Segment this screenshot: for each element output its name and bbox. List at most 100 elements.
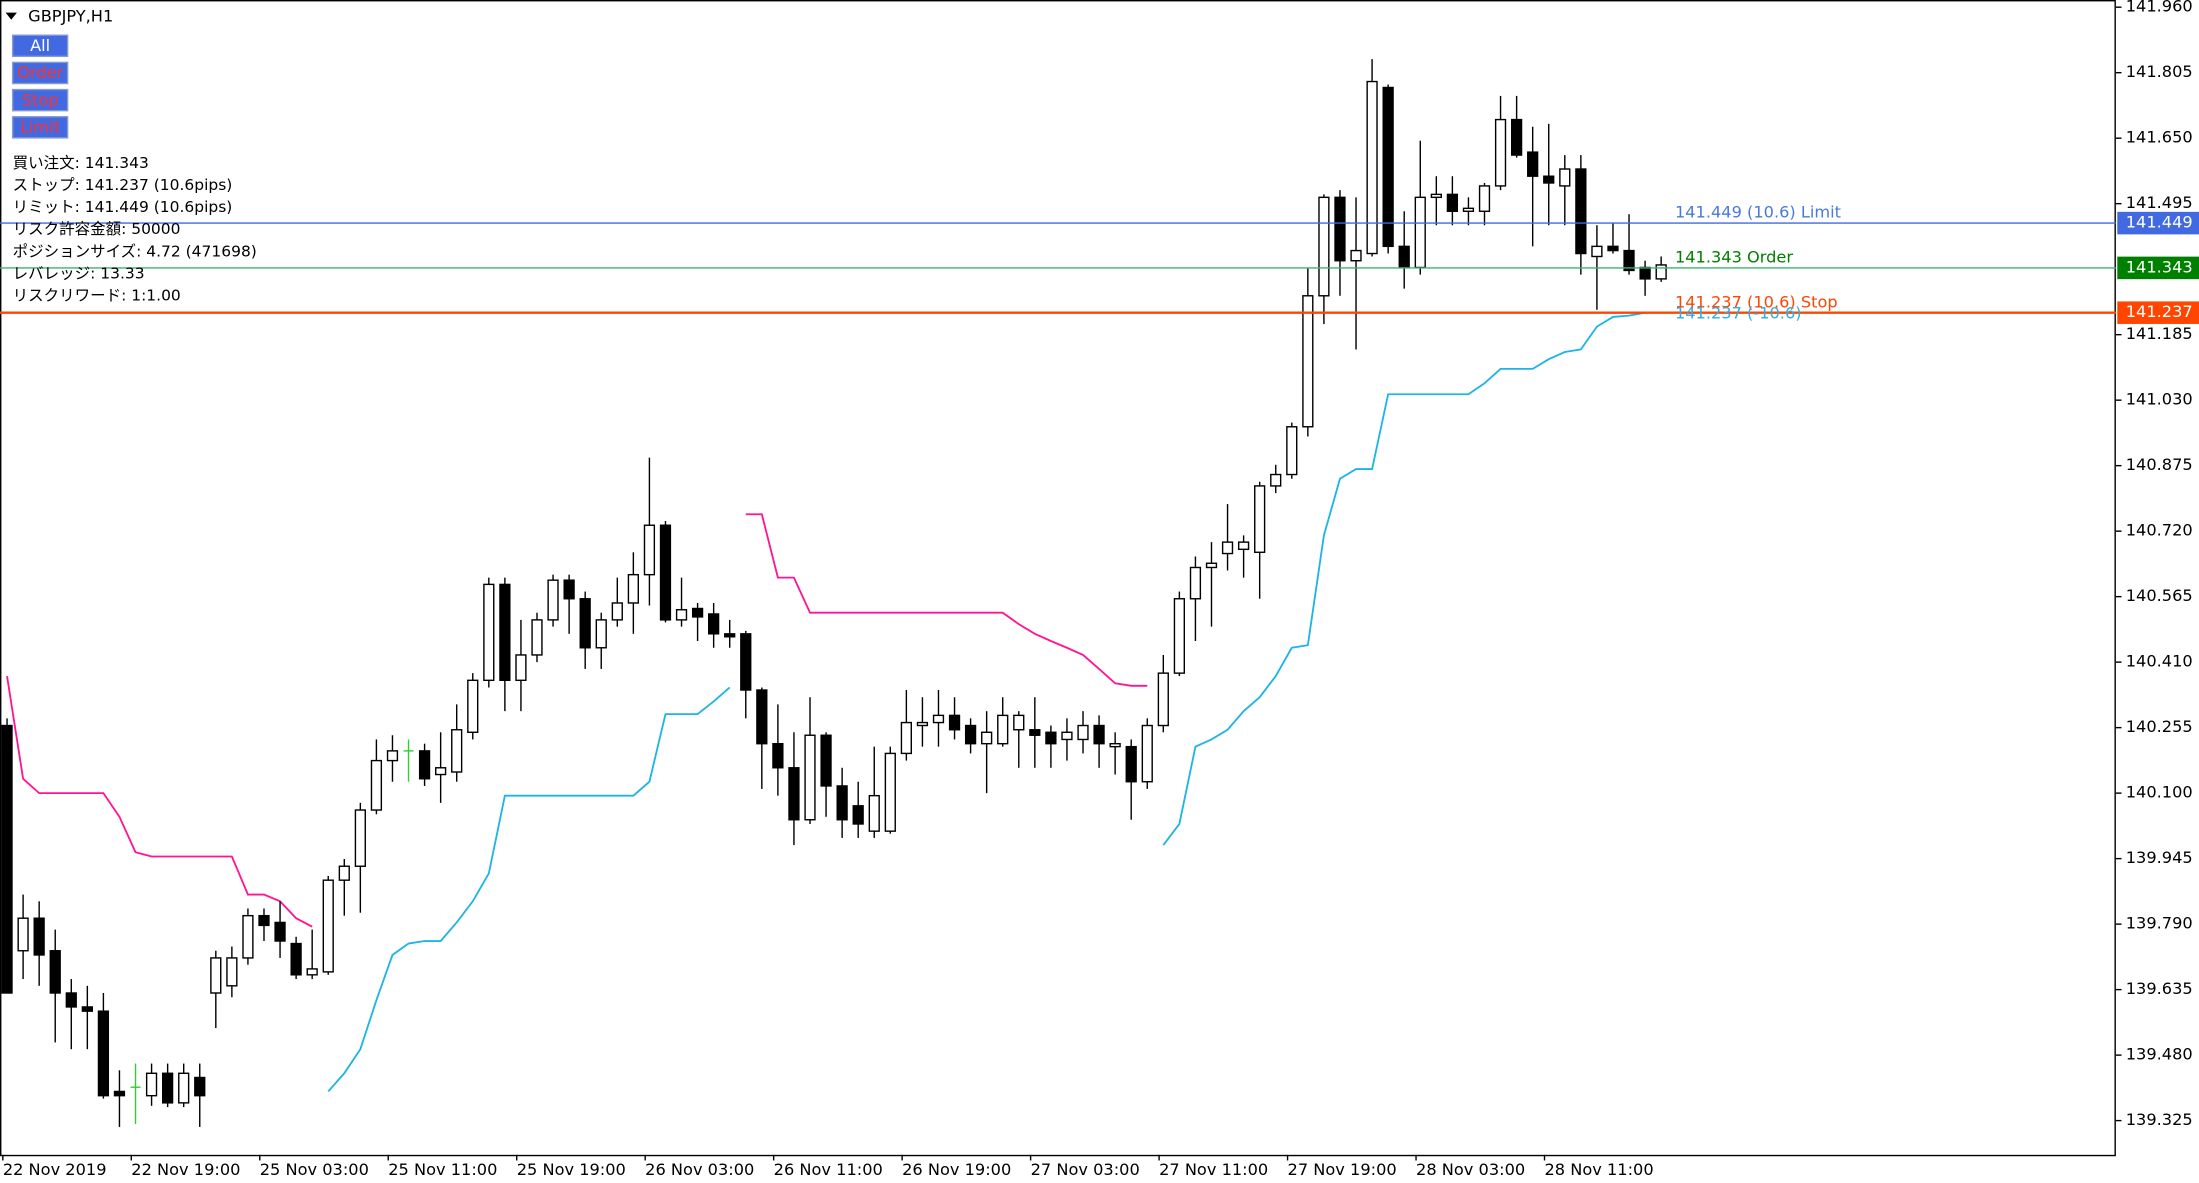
x-tick-label: 26 Nov 03:00: [645, 1160, 754, 1179]
candle-body: [1655, 264, 1667, 280]
candle-body: [1237, 541, 1250, 551]
y-tick-label: 140.255: [2126, 717, 2193, 736]
x-tick-label: 28 Nov 03:00: [1416, 1160, 1525, 1179]
y-tick-label: 139.945: [2126, 848, 2193, 867]
candle-body: [1109, 742, 1121, 748]
info-text: ストップ: 141.237 (10.6pips): [13, 176, 233, 194]
candle-body: [981, 731, 993, 745]
candle-body: [1334, 196, 1346, 262]
candle-body: [1591, 245, 1603, 258]
x-tick-label: 27 Nov 11:00: [1159, 1160, 1268, 1179]
candle-body: [1510, 118, 1523, 156]
candle-body: [1462, 207, 1475, 212]
candle-body: [627, 573, 639, 604]
candle-body: [1286, 426, 1298, 476]
symbol-menu-arrow: [5, 12, 17, 20]
indicator-line: [327, 686, 731, 1093]
candle-body: [788, 767, 800, 821]
candle-body: [1623, 249, 1635, 272]
candle-body: [467, 679, 479, 733]
candle-body: [386, 750, 399, 762]
candle-body: [1543, 175, 1555, 184]
candle-body: [1430, 193, 1442, 199]
candle-body: [1045, 731, 1057, 745]
candle-body: [1093, 724, 1105, 745]
candle-body: [1318, 196, 1330, 297]
info-text: 買い注文: 141.343: [13, 154, 149, 172]
candle-body: [1575, 168, 1587, 255]
candle-body: [1446, 193, 1459, 212]
candle-body: [659, 524, 672, 621]
y-tick-label: 141.495: [2126, 193, 2193, 212]
candle-body: [499, 583, 511, 682]
button-label[interactable]: Order: [17, 63, 63, 82]
candle-body: [290, 942, 302, 976]
info-text: レバレッジ: 13.33: [13, 264, 145, 282]
price-tag: [2117, 301, 2199, 324]
candle-body: [884, 752, 896, 832]
price-tag-label: 141.237: [2126, 302, 2193, 321]
candle-body: [1527, 151, 1539, 177]
button-label[interactable]: Stop: [22, 90, 59, 109]
candle-body: [1013, 714, 1025, 731]
candle-body: [836, 785, 848, 821]
chart-title: GBPJPY,H1: [28, 6, 113, 25]
candle-body: [483, 583, 495, 682]
candle-body: [418, 750, 431, 780]
candle-body: [1639, 266, 1651, 280]
candle-body: [1205, 562, 1218, 569]
candle-body: [964, 724, 977, 745]
candle-body: [1125, 745, 1137, 783]
button[interactable]: [11, 34, 69, 58]
candle-body: [354, 809, 366, 867]
y-tick-label: 140.720: [2126, 521, 2193, 540]
info-text: リスクリワード: 1:1.00: [13, 287, 181, 305]
button[interactable]: [11, 116, 69, 139]
candle-body: [515, 654, 527, 682]
button[interactable]: [11, 61, 69, 85]
candle-body: [451, 729, 463, 773]
candle-body: [1607, 245, 1619, 252]
candle-body: [1061, 731, 1073, 741]
candle-body: [1029, 729, 1041, 736]
candle-body: [1270, 473, 1282, 487]
candle-body: [1414, 196, 1426, 269]
candle-body: [145, 1072, 158, 1097]
candle-body: [49, 950, 61, 994]
indicator-line: [1162, 311, 1662, 846]
x-tick-label: 25 Nov 19:00: [517, 1160, 626, 1179]
x-tick-label: 25 Nov 11:00: [388, 1160, 497, 1179]
info-text: リミット: 141.449 (10.6pips): [13, 198, 233, 216]
candle-body: [1077, 724, 1089, 741]
candle-body: [691, 607, 704, 618]
candle-body: [724, 633, 736, 638]
level-label: 141.343 Order: [1675, 248, 1793, 267]
candle-body: [1382, 86, 1394, 248]
button-label[interactable]: All: [30, 36, 50, 55]
button-label[interactable]: Limit: [20, 118, 60, 137]
x-tick-label: 26 Nov 11:00: [774, 1160, 883, 1179]
candle-body: [1350, 249, 1362, 262]
price-tag-label: 141.343: [2126, 257, 2193, 276]
candle-body: [772, 742, 784, 769]
candle-body: [258, 914, 270, 927]
candle-body: [162, 1072, 174, 1104]
candle-body: [868, 794, 880, 832]
candle-body: [1398, 245, 1410, 269]
x-tick-label: 26 Nov 19:00: [902, 1160, 1011, 1179]
candle-body: [370, 759, 383, 811]
candle-body: [563, 579, 575, 600]
candle-body: [595, 619, 607, 649]
candle-body: [194, 1076, 206, 1097]
button[interactable]: [11, 88, 69, 112]
level-label: 141.237 (10.6) Stop: [1675, 292, 1838, 311]
candle-body: [1478, 185, 1491, 212]
y-tick-label: 141.960: [2126, 0, 2193, 16]
candle-body: [226, 957, 238, 987]
candle-body: [33, 917, 45, 956]
indicator-line: [745, 513, 1148, 687]
candle-body: [274, 921, 286, 942]
indicator-line: [6, 675, 313, 928]
